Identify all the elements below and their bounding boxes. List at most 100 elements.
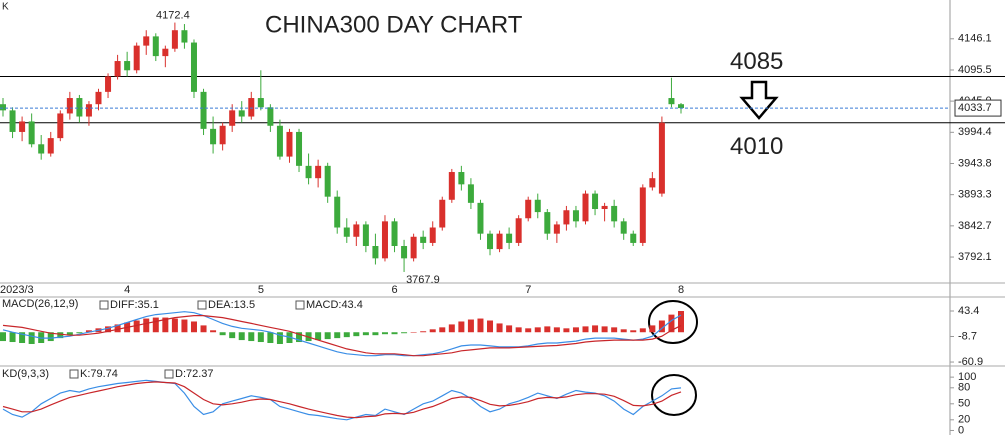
- candle-body: [620, 221, 627, 234]
- candle-body: [534, 199, 541, 213]
- macd-bar: [553, 327, 560, 333]
- macd-bar: [85, 330, 92, 333]
- candle-body: [639, 187, 646, 243]
- macd-bar: [0, 332, 6, 342]
- indicator-line: [2, 311, 682, 357]
- macd-bar: [143, 318, 150, 333]
- candle-body: [38, 144, 45, 154]
- macd-bar: [506, 325, 513, 333]
- macd-bar: [296, 332, 303, 343]
- indicator-line: [2, 315, 682, 357]
- candle-body: [66, 98, 73, 114]
- candle-body: [553, 224, 560, 234]
- candle-body: [353, 224, 360, 237]
- candle-body: [210, 128, 217, 145]
- candle-body: [133, 45, 140, 71]
- y-tick-label: 3893.3: [958, 189, 992, 201]
- candle-body: [343, 227, 350, 237]
- macd-bar: [534, 327, 541, 333]
- candle-body: [296, 131, 303, 166]
- legend-label: MACD:43.4: [306, 299, 363, 311]
- macd-bar: [429, 329, 436, 333]
- legend-checkbox: [164, 369, 174, 379]
- candle-body: [477, 202, 484, 234]
- candle-body: [124, 61, 131, 71]
- candle-body: [105, 76, 112, 92]
- macd-bar: [496, 323, 503, 333]
- macd-bar: [28, 332, 35, 344]
- candle-body: [515, 218, 522, 243]
- candle-body: [95, 91, 102, 105]
- candle-body: [563, 210, 570, 225]
- macd-bar: [267, 332, 274, 344]
- candle-body: [506, 233, 513, 243]
- macd-bar: [257, 332, 264, 343]
- macd-bar: [649, 325, 656, 333]
- candle-body: [401, 246, 408, 259]
- macd-bar: [410, 332, 417, 333]
- candle-body: [219, 125, 226, 145]
- macd-bar: [343, 332, 350, 338]
- macd-bar: [162, 317, 169, 333]
- kd-title: KD(9,3,3): [2, 368, 49, 380]
- level-label: 4010: [730, 133, 783, 160]
- macd-bar: [658, 320, 665, 333]
- candle-body: [467, 184, 474, 203]
- macd-bar: [9, 332, 16, 343]
- candle-body: [658, 122, 665, 194]
- candle-body: [448, 172, 455, 200]
- macd-bar: [401, 332, 408, 334]
- macd-bar: [668, 314, 675, 333]
- macd-bar: [334, 332, 341, 339]
- macd-bar: [152, 317, 159, 333]
- macd-bar: [181, 319, 188, 333]
- period-label: K: [2, 2, 9, 13]
- macd-bar: [420, 331, 427, 333]
- macd-bar: [57, 332, 64, 339]
- macd-bar: [76, 332, 83, 334]
- candle-body: [439, 199, 446, 228]
- macd-bar: [467, 319, 474, 333]
- y-tick-label: 4095.5: [958, 64, 992, 76]
- macd-bar: [563, 328, 570, 333]
- candle-body: [9, 110, 16, 132]
- x-tick-label: 7: [525, 284, 531, 296]
- candle-body: [487, 233, 494, 250]
- candle-body: [305, 165, 312, 179]
- legend-checkbox: [99, 300, 109, 310]
- y-tick-label: 3792.1: [958, 251, 992, 263]
- macd-bar: [238, 332, 245, 341]
- candle-body: [678, 104, 684, 109]
- y-tick-label: 50: [958, 398, 970, 410]
- macd-bar: [525, 328, 532, 333]
- candle-body: [420, 236, 427, 243]
- candle-body: [525, 199, 532, 219]
- level-label: 4085: [730, 48, 783, 75]
- macd-title: MACD(26,12,9): [2, 298, 78, 310]
- last-price-label: 4033.7: [958, 102, 992, 114]
- candle-body: [649, 178, 656, 188]
- legend-label: D:72.37: [175, 368, 214, 380]
- macd-bar: [611, 327, 618, 333]
- y-tick-label: -8.7: [958, 330, 977, 342]
- macd-bar: [200, 325, 207, 333]
- macd-bar: [582, 326, 589, 333]
- macd-bar: [381, 332, 388, 335]
- candle-body: [582, 193, 589, 222]
- y-tick-label: 20: [958, 414, 970, 426]
- candle-body: [171, 30, 178, 49]
- macd-bar: [448, 324, 455, 333]
- candle-body: [668, 98, 675, 105]
- macd-bar: [229, 332, 236, 339]
- candle-body: [19, 121, 26, 132]
- candle-body: [572, 210, 579, 222]
- legend-label: DEA:13.5: [208, 299, 255, 311]
- last-price-tag: [954, 99, 1002, 117]
- candle-body: [229, 110, 236, 126]
- candle-body: [496, 233, 503, 250]
- macd-bar: [315, 332, 322, 341]
- candle-body: [181, 30, 188, 43]
- macd-bar: [47, 332, 54, 342]
